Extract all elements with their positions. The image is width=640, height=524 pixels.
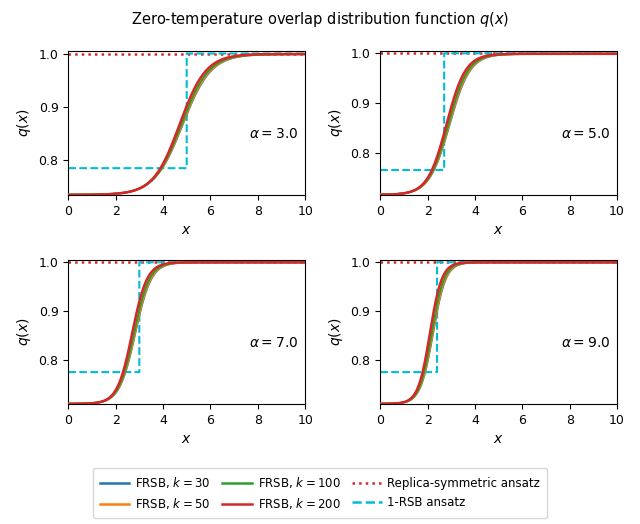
X-axis label: $x$: $x$ [181, 432, 192, 446]
Text: $\alpha = 3.0$: $\alpha = 3.0$ [249, 127, 298, 141]
Text: $\alpha = 9.0$: $\alpha = 9.0$ [561, 336, 610, 351]
X-axis label: $x$: $x$ [493, 432, 504, 446]
Y-axis label: $q(x)$: $q(x)$ [15, 108, 33, 137]
Y-axis label: $q(x)$: $q(x)$ [15, 318, 33, 346]
Text: $\alpha = 5.0$: $\alpha = 5.0$ [561, 127, 610, 141]
Y-axis label: $q(x)$: $q(x)$ [327, 108, 345, 137]
Text: $\alpha = 7.0$: $\alpha = 7.0$ [249, 336, 298, 351]
Text: Zero-temperature overlap distribution function $q(x)$: Zero-temperature overlap distribution fu… [131, 10, 509, 29]
Y-axis label: $q(x)$: $q(x)$ [327, 318, 345, 346]
Legend: FRSB, $k = 30$, FRSB, $k = 50$, FRSB, $k = 100$, FRSB, $k = 200$, Replica-symmet: FRSB, $k = 30$, FRSB, $k = 50$, FRSB, $k… [93, 468, 547, 518]
X-axis label: $x$: $x$ [181, 223, 192, 237]
X-axis label: $x$: $x$ [493, 223, 504, 237]
